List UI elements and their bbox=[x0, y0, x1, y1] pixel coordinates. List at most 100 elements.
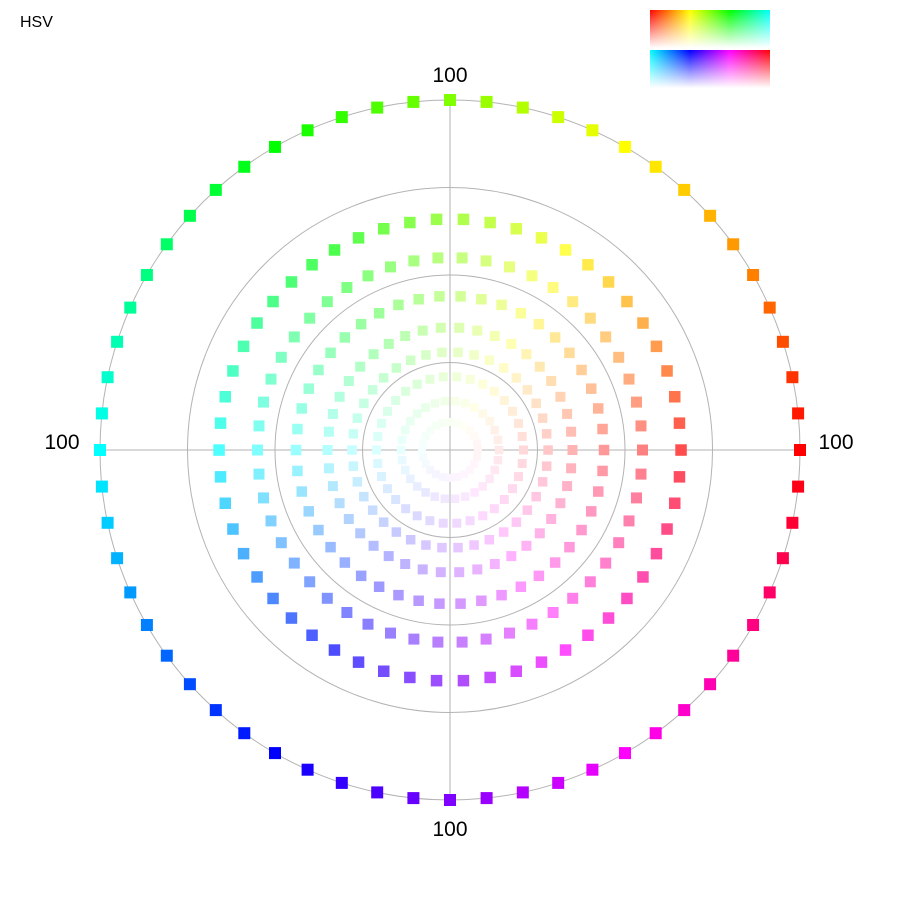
data-point bbox=[515, 308, 527, 319]
data-point bbox=[515, 581, 527, 592]
data-point bbox=[635, 420, 647, 432]
data-point bbox=[582, 259, 594, 271]
data-point bbox=[621, 592, 633, 605]
data-point bbox=[476, 595, 487, 606]
data-point bbox=[209, 704, 222, 717]
data-point bbox=[602, 276, 615, 288]
data-point bbox=[566, 426, 577, 437]
data-point bbox=[362, 270, 374, 282]
data-point bbox=[534, 528, 545, 539]
data-point bbox=[413, 595, 424, 606]
data-point bbox=[419, 453, 427, 462]
data-point bbox=[516, 101, 529, 114]
data-point bbox=[496, 589, 507, 601]
data-point bbox=[348, 461, 359, 471]
data-point bbox=[323, 463, 334, 474]
data-point bbox=[510, 223, 522, 235]
data-point bbox=[519, 445, 528, 455]
data-point bbox=[400, 559, 411, 569]
data-point bbox=[650, 340, 663, 353]
data-point bbox=[489, 504, 499, 514]
data-point bbox=[383, 406, 392, 416]
data-point bbox=[452, 372, 462, 382]
data-point bbox=[593, 403, 604, 414]
data-point bbox=[533, 318, 545, 330]
data-point bbox=[586, 763, 599, 776]
data-point bbox=[531, 491, 541, 502]
data-point bbox=[378, 665, 390, 677]
data-point bbox=[559, 644, 572, 656]
data-point bbox=[473, 453, 481, 462]
data-point bbox=[421, 432, 430, 440]
data-point bbox=[391, 527, 402, 537]
data-point bbox=[368, 349, 379, 360]
data-point bbox=[465, 374, 475, 384]
data-point bbox=[432, 421, 440, 430]
data-point bbox=[425, 374, 435, 384]
data-point bbox=[602, 612, 615, 624]
data-point bbox=[391, 495, 401, 504]
data-point bbox=[453, 419, 462, 427]
data-point bbox=[454, 322, 465, 333]
data-point bbox=[301, 124, 314, 137]
data-point bbox=[219, 497, 231, 509]
data-point bbox=[494, 445, 504, 455]
data-point bbox=[613, 537, 625, 549]
data-point bbox=[535, 232, 548, 244]
data-point bbox=[306, 259, 318, 271]
data-point bbox=[510, 665, 522, 677]
data-point bbox=[313, 524, 324, 536]
data-point bbox=[704, 209, 717, 222]
data-point bbox=[275, 537, 287, 549]
data-point bbox=[367, 385, 378, 395]
data-point bbox=[637, 571, 649, 583]
data-point bbox=[258, 492, 269, 504]
data-point bbox=[444, 94, 456, 106]
data-point bbox=[474, 446, 482, 454]
data-point bbox=[408, 633, 420, 645]
data-point bbox=[673, 471, 686, 483]
data-point bbox=[650, 547, 663, 560]
data-point bbox=[552, 111, 565, 124]
data-point bbox=[480, 792, 493, 805]
color-legend bbox=[650, 10, 770, 88]
data-point bbox=[406, 416, 415, 426]
data-point bbox=[304, 576, 316, 588]
data-point bbox=[391, 363, 402, 373]
data-point bbox=[325, 541, 336, 553]
data-point bbox=[489, 331, 500, 341]
data-point bbox=[406, 474, 415, 484]
data-point bbox=[140, 269, 153, 281]
data-point bbox=[446, 474, 454, 482]
data-point bbox=[489, 559, 500, 569]
data-point bbox=[378, 373, 389, 383]
data-point bbox=[763, 301, 776, 314]
data-point bbox=[546, 376, 557, 386]
data-point bbox=[334, 498, 345, 509]
data-point bbox=[567, 445, 578, 455]
data-point bbox=[763, 586, 776, 599]
data-point bbox=[564, 347, 575, 359]
data-point bbox=[597, 423, 608, 435]
data-point bbox=[393, 589, 404, 601]
data-point bbox=[417, 564, 428, 575]
data-point bbox=[776, 552, 789, 565]
data-point bbox=[521, 540, 532, 551]
data-point bbox=[397, 435, 407, 445]
data-point bbox=[522, 505, 533, 515]
data-point bbox=[498, 363, 509, 373]
data-point bbox=[582, 629, 594, 641]
data-point bbox=[619, 140, 631, 153]
legend-strip-cool bbox=[650, 50, 770, 88]
data-point bbox=[786, 371, 799, 384]
data-point bbox=[586, 383, 597, 394]
data-point bbox=[584, 312, 596, 324]
data-point bbox=[446, 418, 454, 426]
color-model-label: HSV bbox=[20, 14, 53, 31]
data-point bbox=[480, 633, 492, 645]
data-point bbox=[327, 481, 338, 492]
data-point bbox=[339, 557, 351, 568]
data-point bbox=[597, 465, 608, 477]
